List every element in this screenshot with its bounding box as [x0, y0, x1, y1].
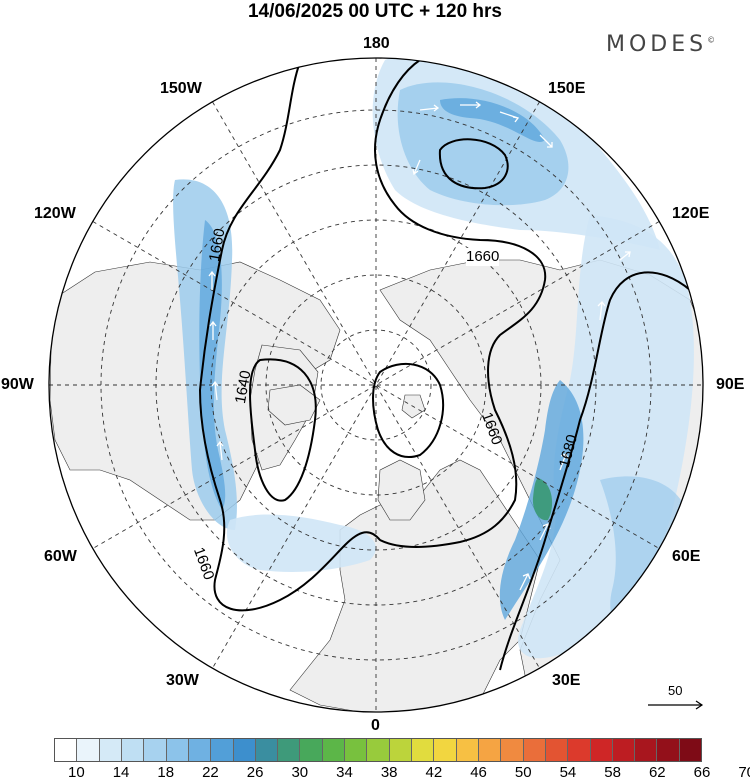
brand-mark: ©	[707, 35, 716, 45]
contour-label: 1660	[466, 248, 500, 266]
brand-text: MODES	[606, 32, 708, 57]
lon-label-60w: 60W	[44, 548, 77, 565]
colorbar	[54, 738, 702, 762]
jet-pacific-core	[397, 82, 569, 206]
colorbar-tick-label: 30	[291, 764, 309, 781]
colorbar-cell	[568, 739, 591, 761]
colorbar-cell	[523, 739, 546, 761]
jet-east-asia	[600, 476, 690, 633]
colorbar-cell	[679, 739, 702, 761]
colorbar-cell	[590, 739, 613, 761]
colorbar-cell	[434, 739, 457, 761]
wind-speed-shading	[173, 58, 694, 659]
scandinavia	[377, 459, 426, 521]
lon-label-0: 0	[371, 717, 380, 734]
colorbar-tick-label: 50	[514, 764, 532, 781]
wind-arrow	[597, 301, 606, 321]
wind-arrow	[619, 251, 631, 261]
colorbar-cell	[635, 739, 658, 761]
wind-arrow	[412, 159, 421, 176]
wind-arrow	[559, 453, 569, 471]
colorbar-cell	[188, 739, 212, 761]
wind-scale-arrow	[648, 700, 704, 710]
colorbar-cell	[322, 739, 346, 761]
colorbar-cell	[657, 739, 680, 761]
lon-label-150w: 150W	[160, 80, 202, 97]
wind-arrow	[211, 380, 219, 401]
colorbar-cell	[77, 739, 100, 761]
wind-arrow	[209, 320, 217, 340]
contour-1640-west	[249, 358, 317, 502]
contour-1680	[499, 271, 691, 671]
wind-arrow	[460, 101, 482, 109]
colorbar-tick-label: 66	[693, 764, 711, 781]
colorbar-cell	[300, 739, 323, 761]
contour-1660-main	[198, 59, 547, 612]
wind-arrow	[419, 104, 440, 112]
colorbar-cell	[501, 739, 524, 761]
wind-arrow	[519, 573, 531, 591]
colorbar-cell	[55, 739, 78, 761]
lon-label-120w: 120W	[34, 205, 76, 222]
meridian-150w-30e	[212, 101, 540, 669]
colorbar-tick-label: 70	[738, 764, 750, 781]
colorbar-cell	[144, 739, 167, 761]
colorbar-tick-label: 18	[157, 764, 175, 781]
colorbar-cell	[233, 739, 256, 761]
colorbar-cell	[389, 739, 412, 761]
jet-eurasia-max	[532, 478, 553, 521]
wind-arrow	[539, 134, 553, 148]
colorbar-cell	[211, 739, 234, 761]
colorbar-tick-label: 54	[559, 764, 577, 781]
colorbar-cell	[612, 739, 636, 761]
lon-label-90w: 90W	[1, 376, 34, 393]
colorbar-cell	[345, 739, 368, 761]
modes-logo: MODES©	[606, 32, 715, 57]
contour-1660-inner	[372, 363, 444, 458]
lon-label-150e: 150E	[548, 80, 586, 97]
colorbar-tick-label: 38	[380, 764, 398, 781]
wind-arrow	[216, 440, 224, 461]
graticule	[49, 58, 703, 712]
colorbar-cell	[367, 739, 390, 761]
colorbar-tick-label: 26	[246, 764, 264, 781]
colorbar-tick-label: 10	[68, 764, 85, 781]
wind-arrow	[499, 111, 520, 123]
wind-scale-label: 50	[668, 683, 683, 698]
colorbar-cell	[478, 739, 502, 761]
contour-high-pacific	[438, 138, 509, 190]
height-contours	[198, 59, 691, 671]
meridian-150e-30w	[212, 101, 540, 669]
colorbar-cell	[545, 739, 569, 761]
colorbar-cell	[255, 739, 279, 761]
colorbar-tick-label: 62	[648, 764, 666, 781]
meridian-120w-60e	[92, 221, 660, 549]
map-title: 14/06/2025 00 UTC + 120 hrs	[247, 1, 503, 22]
jet-pacific-max	[440, 98, 545, 143]
colorbar-tick-label: 42	[425, 764, 443, 781]
colorbar-cell	[456, 739, 479, 761]
lon-label-30w: 30W	[166, 672, 199, 689]
wind-arrow	[208, 270, 216, 290]
lon-label-120e: 120E	[672, 205, 710, 222]
map-boundary	[48, 57, 704, 713]
colorbar-tick-label: 58	[604, 764, 621, 781]
colorbar-cell	[121, 739, 145, 761]
colorbar-cell	[278, 739, 301, 761]
colorbar-cell	[99, 739, 122, 761]
lon-label-60e: 60E	[672, 548, 701, 565]
colorbar-cell	[166, 739, 189, 761]
colorbar-tick-label: 46	[470, 764, 487, 781]
colorbar-tick-label: 34	[336, 764, 353, 781]
lon-label-90e: 90E	[716, 376, 745, 393]
colorbar-tick-label: 22	[202, 764, 219, 781]
lon-label-30e: 30E	[552, 672, 581, 689]
colorbar-cell	[412, 739, 435, 761]
lon-label-180: 180	[363, 35, 390, 52]
colorbar-tick-label: 14	[112, 764, 130, 781]
meridian-120e-60w	[92, 221, 660, 549]
jet-atlantic	[226, 514, 376, 572]
